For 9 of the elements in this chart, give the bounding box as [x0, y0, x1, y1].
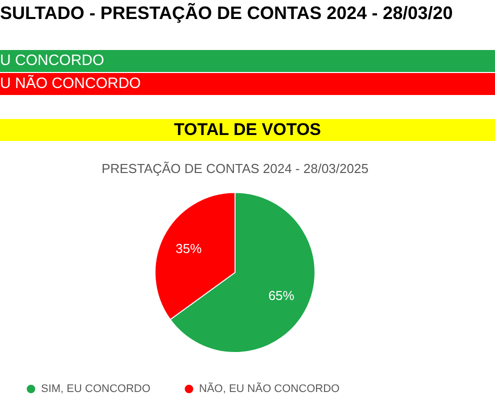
data-label: 35%: [176, 240, 202, 256]
text: U NÃO CONCORDO: [0, 73, 495, 95]
text: U CONCORDO: [0, 50, 495, 72]
legend-label: NÃO, EU NÃO CONCORDO: [199, 382, 340, 395]
chart-title: PRESTAÇÃO DE CONTAS 2024 - 28/03/2025: [102, 161, 368, 176]
text: SULTADO - PRESTAÇÃO DE CONTAS 2024 - 28/03/20: [0, 2, 495, 24]
data-label: 65%: [268, 288, 295, 304]
legend-label: SIM, EU CONCORDO: [41, 383, 151, 395]
text: TOTAL DE VOTOS: [0, 119, 495, 141]
